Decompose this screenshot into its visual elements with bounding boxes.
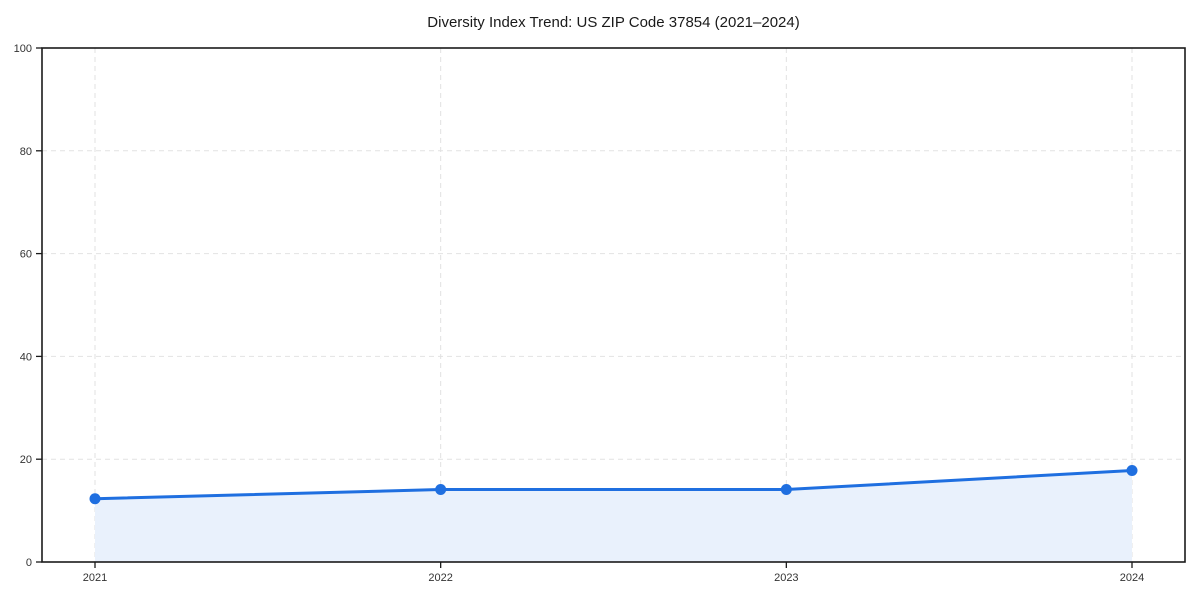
y-tick-label: 80 bbox=[20, 146, 32, 158]
data-point-2022 bbox=[435, 484, 447, 496]
y-tick-labels: 0 20 40 60 80 100 bbox=[14, 43, 32, 569]
data-point-2024 bbox=[1126, 465, 1138, 477]
data-point-2021 bbox=[89, 493, 101, 505]
x-tick-label: 2022 bbox=[428, 572, 452, 584]
axis-tick-marks bbox=[36, 47, 1133, 568]
x-tick-label: 2024 bbox=[1120, 572, 1144, 584]
y-tick-label: 20 bbox=[20, 454, 32, 466]
plot-border bbox=[41, 47, 1186, 563]
area-under-line bbox=[95, 470, 1132, 562]
grid-lines bbox=[42, 48, 1185, 562]
diversity-index-line bbox=[93, 469, 1134, 501]
y-tick-label: 60 bbox=[20, 249, 32, 261]
chart-title: Diversity Index Trend: US ZIP Code 37854… bbox=[427, 14, 799, 31]
x-tick-label: 2021 bbox=[83, 572, 107, 584]
trend-line bbox=[93, 469, 1134, 501]
x-tick-label: 2023 bbox=[774, 572, 798, 584]
data-point-2023 bbox=[780, 484, 792, 496]
y-tick-label: 40 bbox=[20, 351, 32, 363]
area-fill bbox=[95, 470, 1132, 562]
y-tick-label: 100 bbox=[14, 43, 32, 55]
data-points bbox=[89, 465, 1138, 505]
y-tick-label: 0 bbox=[26, 557, 32, 569]
x-tick-labels: 2021 2022 2023 2024 bbox=[83, 572, 1144, 584]
